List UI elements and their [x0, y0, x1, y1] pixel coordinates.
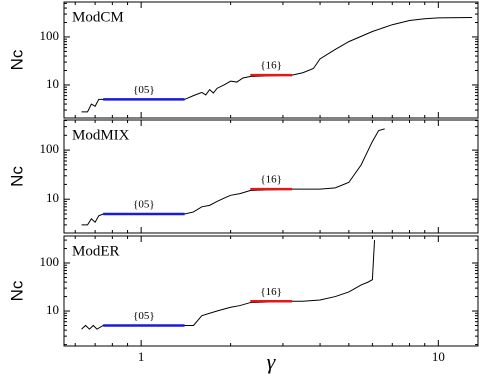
segment-label: {05} [133, 310, 155, 322]
panel-title: ModMIX [72, 127, 130, 143]
x-tick-label: 1 [138, 349, 145, 364]
panel-title: ModER [72, 243, 120, 259]
y-axis-label: Nc [7, 280, 26, 301]
y-axis-label: Nc [7, 166, 26, 187]
y-tick-label: 100 [40, 254, 60, 269]
plot-frame [63, 235, 479, 347]
y-tick-label: 10 [46, 302, 59, 317]
segment-label: {16} [260, 174, 282, 186]
plot-frame [63, 119, 479, 234]
x-axis-label: γ [267, 349, 277, 374]
y-axis-label: Nc [7, 49, 26, 70]
y-tick-label: 100 [40, 28, 60, 43]
segment-label: {16} [260, 60, 282, 72]
segment-label: {16} [260, 286, 282, 298]
data-line [81, 16, 473, 113]
y-tick-label: 10 [46, 190, 59, 205]
y-tick-label: 100 [40, 141, 60, 156]
x-tick-label: 10 [432, 349, 445, 364]
plot-frame [63, 1, 479, 119]
segment-label: {05} [133, 199, 155, 211]
data-line [81, 240, 376, 330]
panel-title: ModCM [72, 9, 124, 25]
y-tick-label: 10 [46, 76, 59, 91]
data-line [81, 128, 385, 226]
segment-label: {05} [133, 84, 155, 96]
